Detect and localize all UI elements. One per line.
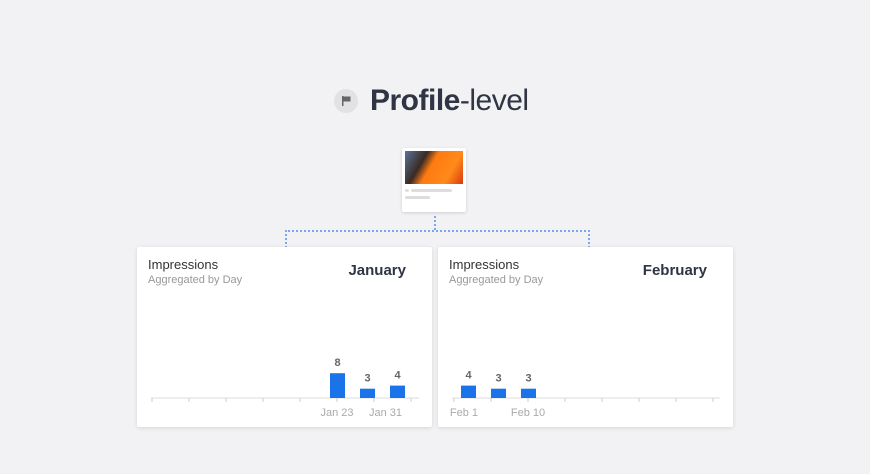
february-chart: 4 3 3 Feb 1 Feb 10 <box>450 370 720 419</box>
card-title: Impressions <box>449 257 520 272</box>
post-thumbnail[interactable] <box>402 148 466 212</box>
card-subtitle: Aggregated by Day <box>148 274 243 286</box>
title-bold: Profile <box>370 84 460 117</box>
placeholder-line <box>405 196 430 199</box>
flag-icon <box>334 89 358 113</box>
placeholder-line <box>411 189 452 192</box>
page-title: Profile-level <box>334 84 529 118</box>
card-title: Impressions <box>148 257 219 272</box>
x-tick-label: Feb 1 <box>450 407 478 419</box>
placeholder-dot <box>405 189 409 192</box>
post-image <box>405 151 463 184</box>
bar <box>461 385 476 398</box>
january-chart: 8 3 4 Jan 23 Jan 31 <box>151 357 419 419</box>
february-impressions-card: Impressions Aggregated by Day February 4… <box>438 247 733 427</box>
bar <box>330 373 345 398</box>
bar <box>491 388 506 398</box>
bar-data-label: 3 <box>525 373 531 385</box>
january-impressions-card: Impressions Aggregated by Day January 8 3… <box>137 247 432 427</box>
bar-data-label: 3 <box>364 373 370 385</box>
bar <box>521 388 536 398</box>
connector-line <box>434 216 436 230</box>
x-tick-label: Jan 31 <box>369 407 402 419</box>
bar-data-label: 4 <box>394 370 401 382</box>
x-tick-label: Jan 23 <box>320 407 353 419</box>
bar <box>360 388 375 398</box>
x-tick-label: Feb 10 <box>511 407 545 419</box>
bar-data-label: 8 <box>334 357 340 369</box>
title-light: -level <box>459 84 529 117</box>
bar-data-label: 3 <box>495 373 501 385</box>
connector-line <box>285 230 590 248</box>
bar <box>390 385 405 398</box>
card-month: February <box>642 262 707 279</box>
card-subtitle: Aggregated by Day <box>449 274 544 286</box>
card-month: January <box>348 262 406 279</box>
bar-data-label: 4 <box>465 370 472 382</box>
